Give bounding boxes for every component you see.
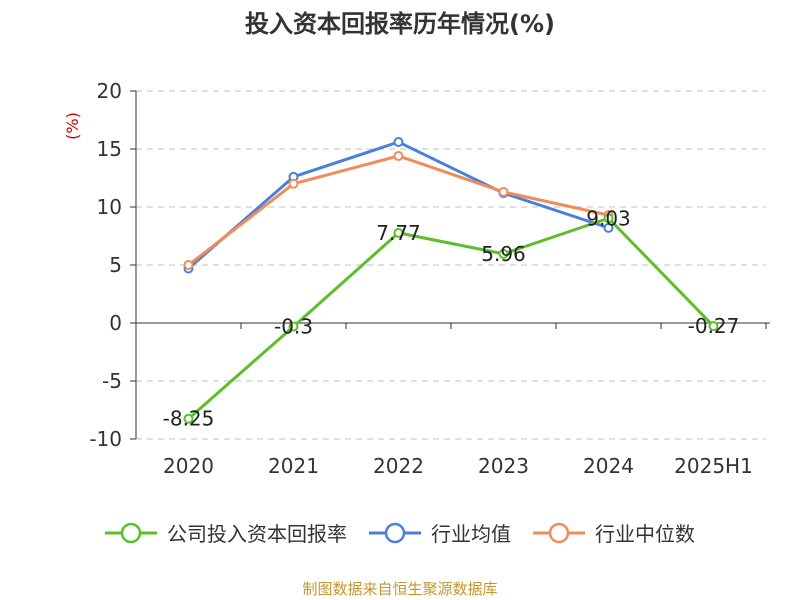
grid-lines bbox=[136, 90, 766, 440]
x-tick-label: 2022 bbox=[373, 454, 424, 478]
x-tick-label: 2025H1 bbox=[674, 454, 753, 478]
data-label: 7.77 bbox=[376, 221, 421, 245]
y-tick-label: 20 bbox=[97, 79, 122, 103]
data-point bbox=[183, 413, 194, 424]
data-point bbox=[603, 213, 614, 224]
data-label: 5.96 bbox=[481, 242, 526, 266]
chart-title: 投入资本回报率历年情况(%) bbox=[245, 10, 555, 38]
legend: 公司投入资本回报率 行业均值 行业中位数 bbox=[0, 518, 800, 547]
x-tick-label: 2021 bbox=[268, 454, 319, 478]
data-point bbox=[393, 227, 404, 238]
y-tick-label: 10 bbox=[97, 195, 122, 219]
data-label: -0.3 bbox=[274, 314, 313, 338]
x-tick-label: 2024 bbox=[583, 454, 634, 478]
y-tick-label: 15 bbox=[97, 137, 122, 161]
x-tick-label: 2020 bbox=[163, 454, 214, 478]
data-point bbox=[708, 321, 719, 332]
series-line bbox=[187, 140, 609, 270]
source-note: 制图数据来自恒生聚源数据库 bbox=[302, 580, 498, 598]
axes: 20 15 10 5 0 -5 -10 2020 2021 2022 2023 2024 2025H1 (… bbox=[63, 79, 770, 478]
series-line bbox=[187, 216, 715, 420]
legend-item[interactable]: 行业均值 bbox=[369, 518, 511, 547]
data-point bbox=[603, 222, 614, 233]
series-lines bbox=[183, 137, 719, 424]
data-point bbox=[498, 186, 509, 197]
data-labels: -8.25 -0.3 7.77 5.96 9.03 -0.27 bbox=[163, 206, 740, 430]
y-tick-label: 0 bbox=[109, 311, 122, 335]
data-point bbox=[288, 321, 299, 332]
data-point bbox=[498, 248, 509, 259]
legend-label: 行业中位数 bbox=[595, 522, 695, 546]
y-tick-label: -10 bbox=[89, 427, 122, 451]
legend-line-circle-icon bbox=[369, 522, 421, 543]
legend-line-circle-icon bbox=[533, 522, 585, 543]
data-label: 9.03 bbox=[586, 206, 631, 230]
legend-item[interactable]: 公司投入资本回报率 bbox=[105, 518, 347, 547]
y-tick-label: -5 bbox=[102, 369, 122, 393]
y-axis-unit: (%) bbox=[63, 112, 82, 140]
legend-label: 公司投入资本回报率 bbox=[167, 522, 347, 546]
legend-label: 行业均值 bbox=[431, 522, 511, 546]
data-label: -0.27 bbox=[688, 314, 740, 338]
data-point bbox=[393, 150, 404, 161]
data-label: -8.25 bbox=[163, 407, 215, 431]
y-tick-label: 5 bbox=[109, 253, 122, 277]
series-line bbox=[187, 154, 609, 267]
legend-line-circle-icon bbox=[105, 522, 157, 543]
data-point bbox=[288, 178, 299, 189]
x-tick-label: 2023 bbox=[478, 454, 529, 478]
data-point bbox=[183, 260, 194, 270]
data-point bbox=[393, 137, 404, 148]
legend-item[interactable]: 行业中位数 bbox=[533, 518, 695, 547]
